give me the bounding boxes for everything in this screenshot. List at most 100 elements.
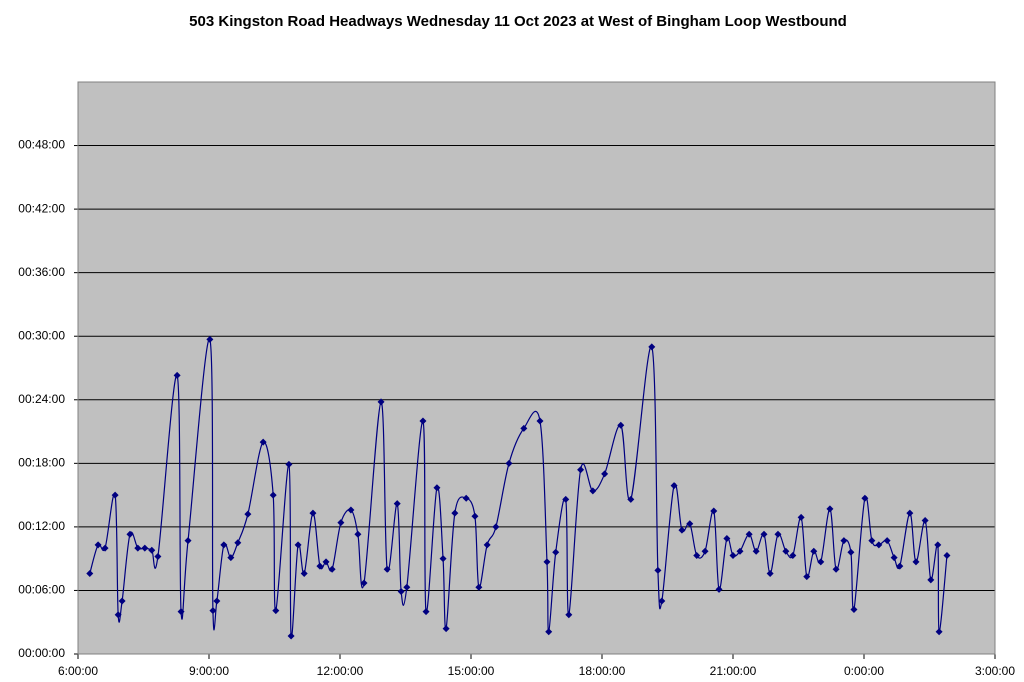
marker — [927, 576, 935, 584]
y-tick-label: 00:42:00 — [18, 201, 65, 215]
x-tick-label: 3:00:00 — [975, 664, 1015, 678]
marker — [826, 505, 834, 513]
marker — [810, 547, 818, 555]
marker — [492, 523, 500, 531]
marker — [868, 537, 876, 545]
marker — [126, 530, 134, 538]
marker — [347, 506, 355, 514]
marker — [760, 530, 768, 538]
x-tick-label: 6:00:00 — [58, 664, 98, 678]
marker — [875, 541, 883, 549]
marker — [471, 512, 479, 520]
marker — [433, 484, 441, 492]
marker — [377, 398, 385, 406]
marker — [285, 460, 293, 468]
marker — [670, 482, 678, 490]
y-tick-label: 00:24:00 — [18, 392, 65, 406]
marker — [206, 335, 214, 343]
x-tick-label: 0:00:00 — [844, 664, 884, 678]
marker — [439, 555, 447, 563]
y-tick-label: 00:30:00 — [18, 328, 65, 342]
marker — [782, 547, 790, 555]
marker — [148, 546, 156, 554]
marker — [648, 343, 656, 351]
marker — [840, 537, 848, 545]
y-tick-label: 00:18:00 — [18, 456, 65, 470]
marker — [850, 606, 858, 614]
marker — [589, 487, 597, 495]
marker — [686, 520, 694, 528]
marker — [483, 541, 491, 549]
x-tick-label: 18:00:00 — [579, 664, 626, 678]
y-tick-label: 00:06:00 — [18, 583, 65, 597]
marker — [934, 541, 942, 549]
marker — [654, 566, 662, 574]
marker — [906, 509, 914, 517]
plot-area — [78, 82, 995, 654]
marker — [442, 625, 450, 633]
marker — [847, 548, 855, 556]
marker — [220, 541, 228, 549]
marker — [234, 539, 242, 547]
marker — [403, 583, 411, 591]
marker — [154, 553, 162, 561]
marker — [393, 500, 401, 508]
marker — [545, 628, 553, 636]
marker — [177, 608, 185, 616]
marker — [328, 565, 336, 573]
marker — [803, 573, 811, 581]
marker — [360, 579, 368, 587]
marker — [890, 554, 898, 562]
y-tick-label: 00:00:00 — [18, 646, 65, 660]
y-tick-label: 00:12:00 — [18, 519, 65, 533]
marker — [134, 544, 142, 552]
marker — [322, 558, 330, 566]
marker — [883, 537, 891, 545]
marker — [337, 519, 345, 527]
marker — [723, 535, 731, 543]
marker — [86, 569, 94, 577]
x-tick-label: 9:00:00 — [189, 664, 229, 678]
marker — [451, 509, 459, 517]
chart-title: 503 Kingston Road Headways Wednesday 11 … — [189, 13, 847, 30]
marker — [552, 548, 560, 556]
marker — [383, 565, 391, 573]
marker — [774, 530, 782, 538]
marker — [701, 547, 709, 555]
marker — [101, 544, 109, 552]
marker — [789, 551, 797, 559]
marker — [565, 611, 573, 619]
marker — [543, 558, 551, 566]
marker — [294, 541, 302, 549]
marker — [797, 513, 805, 521]
marker — [627, 495, 635, 503]
marker — [745, 530, 753, 538]
marker — [678, 526, 686, 534]
marker — [577, 466, 585, 474]
marker — [244, 510, 252, 518]
marker — [505, 459, 513, 467]
marker — [617, 421, 625, 429]
marker — [114, 611, 122, 619]
marker — [896, 562, 904, 570]
marker — [715, 585, 723, 593]
marker — [397, 588, 405, 596]
marker — [287, 632, 295, 640]
marker — [269, 491, 277, 499]
x-tick-label: 12:00:00 — [317, 664, 364, 678]
x-tick-label: 15:00:00 — [448, 664, 495, 678]
marker — [94, 541, 102, 549]
marker — [213, 597, 221, 605]
marker — [462, 494, 470, 502]
marker — [300, 569, 308, 577]
marker — [912, 558, 920, 566]
marker — [729, 551, 737, 559]
marker — [943, 551, 951, 559]
marker — [259, 438, 267, 446]
marker — [817, 558, 825, 566]
plot-border — [77, 81, 996, 655]
marker — [309, 509, 317, 517]
marker — [536, 417, 544, 425]
marker — [354, 530, 362, 538]
